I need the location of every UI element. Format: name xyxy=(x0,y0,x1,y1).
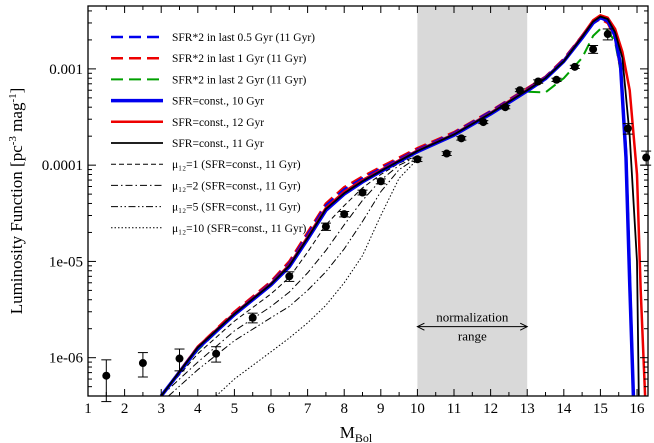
data-point xyxy=(588,44,599,54)
x-tick-label: 12 xyxy=(483,401,498,417)
data-marker xyxy=(501,103,510,112)
data-marker xyxy=(642,153,651,162)
x-tick-label: 2 xyxy=(121,401,129,417)
data-marker xyxy=(479,118,488,127)
data-point xyxy=(174,348,185,372)
x-axis-title: MBol xyxy=(340,423,373,443)
series-line-7 xyxy=(160,156,418,396)
legend-label-8: μ₁₂=5 (SFR=const., 11 Gyr) xyxy=(172,202,301,214)
data-point xyxy=(622,123,633,135)
legend-label-0: SFR*2 in last 0.5 Gyr (11 Gyr) xyxy=(172,32,315,44)
series-line-5 xyxy=(160,15,640,396)
x-tick-label: 4 xyxy=(194,401,202,417)
data-point xyxy=(284,271,295,282)
data-point xyxy=(339,210,350,219)
series-line-6 xyxy=(160,155,418,396)
series-line-8 xyxy=(168,157,418,396)
data-marker xyxy=(175,354,184,363)
y-axis-title-mid: mag xyxy=(7,102,26,136)
normalization-arrow-right-head xyxy=(519,322,529,331)
data-point xyxy=(320,222,331,231)
x-tick-label: 9 xyxy=(377,401,385,417)
y-axis-title-sup2: -1 xyxy=(7,93,19,102)
data-marker xyxy=(376,177,385,186)
x-tick-label: 14 xyxy=(556,401,572,417)
legend-label-3: SFR=const., 10 Gyr xyxy=(172,96,264,108)
x-tick-label: 7 xyxy=(304,401,312,417)
legend-label-5: SFR=const., 11 Gyr xyxy=(172,138,264,150)
legend-label-1: SFR*2 in last 1 Gyr (11 Gyr) xyxy=(172,53,307,65)
data-marker xyxy=(623,124,632,133)
normalization-label: normalization xyxy=(436,310,509,325)
data-marker xyxy=(138,359,147,368)
x-tick-label: 13 xyxy=(520,401,535,417)
x-tick-label: 3 xyxy=(157,401,165,417)
y-tick-label: 0.001 xyxy=(49,62,83,78)
data-point xyxy=(247,312,258,324)
y-axis-title-sup1: -3 xyxy=(7,136,19,146)
data-marker xyxy=(603,30,612,39)
legend-label-9: μ₁₂=10 (SFR=const., 11 Gyr) xyxy=(172,223,307,235)
y-tick-label: 1e-05 xyxy=(49,254,83,270)
x-tick-label: 6 xyxy=(267,401,275,417)
data-marker xyxy=(102,371,111,380)
normalization-range-label: range xyxy=(458,329,487,344)
y-tick-label: 1e-06 xyxy=(49,351,84,367)
x-axis-title-main: M xyxy=(340,423,355,442)
data-marker xyxy=(248,313,257,322)
data-point xyxy=(569,62,580,71)
data-marker xyxy=(570,62,579,71)
x-tick-label: 16 xyxy=(630,401,646,417)
x-tick-label: 15 xyxy=(593,401,608,417)
data-marker xyxy=(413,155,422,164)
y-axis-title: Luminosity Function [pc-3 mag-1] xyxy=(7,88,26,315)
data-marker xyxy=(212,349,221,358)
data-point xyxy=(500,103,511,112)
data-marker xyxy=(442,149,451,158)
data-marker xyxy=(515,86,524,95)
normalization-arrow-left-head xyxy=(416,322,425,331)
data-point xyxy=(478,118,489,127)
plot-frame xyxy=(87,5,649,397)
data-point xyxy=(412,155,423,164)
x-tick-label: 1 xyxy=(84,401,92,417)
data-marker xyxy=(285,272,294,281)
data-point xyxy=(456,134,467,143)
x-tick-label: 5 xyxy=(231,401,239,417)
legend-label-4: SFR=const., 12 Gyr xyxy=(172,117,264,129)
data-point xyxy=(551,75,562,84)
data-marker xyxy=(358,188,367,197)
legend-label-6: μ₁₂=1 (SFR=const., 11 Gyr) xyxy=(172,159,301,171)
legend-label-2: SFR*2 in last 2 Gyr (11 Gyr) xyxy=(172,74,307,86)
x-tick-label: 10 xyxy=(410,401,425,417)
x-tick-label: 8 xyxy=(340,401,348,417)
data-point xyxy=(211,346,222,363)
legend-label-7: μ₁₂=2 (SFR=const., 11 Gyr) xyxy=(172,180,301,192)
data-point xyxy=(514,86,525,95)
data-marker xyxy=(552,75,561,84)
data-point xyxy=(357,188,368,197)
y-axis-title-main: Luminosity Function [pc xyxy=(7,145,26,315)
x-axis-title-sub: Bol xyxy=(355,431,373,443)
x-tick-label: 11 xyxy=(447,401,461,417)
data-marker xyxy=(321,222,330,231)
y-axis-title-end: ] xyxy=(7,88,26,94)
data-point xyxy=(533,77,544,86)
data-marker xyxy=(534,77,543,86)
data-point xyxy=(441,149,452,158)
data-marker xyxy=(457,134,466,143)
normalization-region xyxy=(417,6,528,396)
data-point xyxy=(137,352,148,378)
data-point xyxy=(602,28,613,41)
y-tick-label: 0.0001 xyxy=(42,158,83,174)
data-marker xyxy=(340,210,349,219)
data-point xyxy=(375,177,386,186)
data-marker xyxy=(589,45,598,54)
